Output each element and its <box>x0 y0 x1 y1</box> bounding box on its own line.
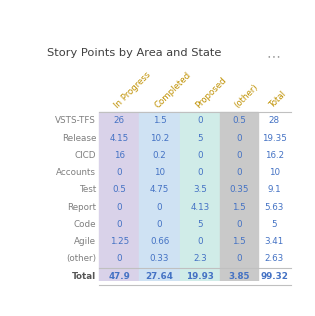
Text: (other): (other) <box>66 254 96 264</box>
Text: Report: Report <box>67 203 96 212</box>
Text: 2.63: 2.63 <box>265 254 284 264</box>
Text: 0: 0 <box>197 237 203 246</box>
Text: 4.15: 4.15 <box>110 134 129 143</box>
Text: 4.13: 4.13 <box>190 203 209 212</box>
Text: Completed: Completed <box>153 70 193 110</box>
Text: (other): (other) <box>232 82 260 110</box>
Text: Accounts: Accounts <box>56 168 96 177</box>
Text: 10: 10 <box>269 168 280 177</box>
Text: VSTS-TFS: VSTS-TFS <box>55 116 96 125</box>
Text: 10.2: 10.2 <box>150 134 169 143</box>
Text: Code: Code <box>74 220 96 229</box>
Text: Total: Total <box>268 89 289 110</box>
Text: 0: 0 <box>197 168 203 177</box>
Text: ⋯: ⋯ <box>266 49 280 63</box>
Text: 99.32: 99.32 <box>261 272 288 281</box>
Text: 0.5: 0.5 <box>112 185 126 194</box>
Text: 16.2: 16.2 <box>265 151 284 160</box>
Text: Total: Total <box>72 272 96 281</box>
Text: Story Points by Area and State: Story Points by Area and State <box>47 48 221 58</box>
Text: 1.5: 1.5 <box>153 116 167 125</box>
Text: 5: 5 <box>272 220 277 229</box>
Text: 0: 0 <box>236 254 242 264</box>
Text: 0.2: 0.2 <box>153 151 167 160</box>
Text: In Progress: In Progress <box>113 70 153 110</box>
Text: 5: 5 <box>197 220 203 229</box>
Text: 0: 0 <box>236 220 242 229</box>
Text: 26: 26 <box>114 116 125 125</box>
Text: 0: 0 <box>157 220 163 229</box>
Text: Release: Release <box>62 134 96 143</box>
Text: Agile: Agile <box>74 237 96 246</box>
Text: 16: 16 <box>114 151 125 160</box>
Text: 0: 0 <box>117 168 122 177</box>
Text: 0.33: 0.33 <box>150 254 169 264</box>
Text: 0.66: 0.66 <box>150 237 169 246</box>
Text: 28: 28 <box>269 116 280 125</box>
Text: 0: 0 <box>236 168 242 177</box>
Text: 19.93: 19.93 <box>186 272 214 281</box>
Text: 1.5: 1.5 <box>232 237 246 246</box>
Text: 0: 0 <box>117 254 122 264</box>
Text: 0: 0 <box>117 220 122 229</box>
Text: 5: 5 <box>197 134 203 143</box>
Bar <box>140 112 180 285</box>
Text: 4.75: 4.75 <box>150 185 169 194</box>
Bar <box>180 112 220 285</box>
Text: 3.85: 3.85 <box>228 272 250 281</box>
Text: 5.63: 5.63 <box>265 203 284 212</box>
Text: Proposed: Proposed <box>193 75 228 110</box>
Text: 0.5: 0.5 <box>232 116 246 125</box>
Bar <box>220 112 258 285</box>
Text: CICD: CICD <box>75 151 96 160</box>
Text: 3.41: 3.41 <box>265 237 284 246</box>
Text: Test: Test <box>79 185 96 194</box>
Text: 0: 0 <box>117 203 122 212</box>
Text: 47.9: 47.9 <box>108 272 130 281</box>
Text: 1.5: 1.5 <box>232 203 246 212</box>
Text: 0: 0 <box>236 151 242 160</box>
Text: 0.35: 0.35 <box>229 185 249 194</box>
Text: 19.35: 19.35 <box>262 134 287 143</box>
Bar <box>99 112 140 285</box>
Text: 0: 0 <box>197 116 203 125</box>
Text: 0: 0 <box>197 151 203 160</box>
Text: 2.3: 2.3 <box>193 254 207 264</box>
Text: 1.25: 1.25 <box>110 237 129 246</box>
Text: 10: 10 <box>154 168 165 177</box>
Text: 0: 0 <box>157 203 163 212</box>
Text: 3.5: 3.5 <box>193 185 207 194</box>
Text: 9.1: 9.1 <box>267 185 281 194</box>
Text: 0: 0 <box>236 134 242 143</box>
Text: 27.64: 27.64 <box>146 272 174 281</box>
